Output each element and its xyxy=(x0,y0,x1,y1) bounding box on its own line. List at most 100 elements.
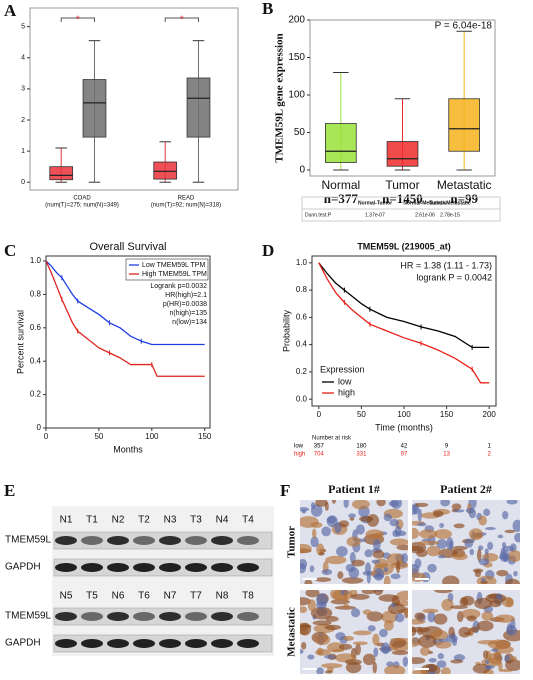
blot-band xyxy=(159,563,181,572)
y-tick-label: 0.2 xyxy=(30,390,42,399)
cell xyxy=(362,609,372,615)
tissue-texture xyxy=(412,590,520,674)
y-tick-label: 1 xyxy=(21,148,25,155)
x-tick-label: 150 xyxy=(440,410,454,419)
row-label: Tumor xyxy=(286,526,298,558)
cell xyxy=(474,597,492,610)
cell xyxy=(383,566,389,573)
risk-row-label: high xyxy=(294,452,305,458)
cell xyxy=(310,606,333,620)
lane-label: N1 xyxy=(60,515,73,526)
cell xyxy=(324,670,333,674)
cell xyxy=(504,529,516,534)
cell xyxy=(441,667,451,674)
blot-background xyxy=(52,506,274,656)
cell xyxy=(500,548,506,557)
plot-frame xyxy=(29,7,239,191)
cell xyxy=(389,519,400,527)
cell xyxy=(300,624,312,628)
cell xyxy=(392,529,399,537)
cell xyxy=(372,550,385,559)
table-header: Tumor-Metastatic xyxy=(429,200,471,206)
cell xyxy=(414,612,425,621)
cell xyxy=(391,650,408,656)
lane-label: T6 xyxy=(138,591,150,602)
table-cell: 2.78e-15 xyxy=(440,212,460,218)
cell xyxy=(396,530,407,537)
x-tick-label: Metastatic xyxy=(437,178,492,192)
cell xyxy=(417,540,440,546)
box xyxy=(186,77,211,138)
panel-letter: D xyxy=(262,241,274,260)
chart-title: TMEM59L (219005_at) xyxy=(357,241,450,251)
n-label: n=99 xyxy=(450,191,478,206)
cell xyxy=(342,635,354,641)
cell xyxy=(321,526,331,537)
blot-band xyxy=(237,639,259,648)
cell xyxy=(331,648,345,653)
cell xyxy=(450,659,464,664)
cell xyxy=(316,601,327,609)
n-label: n=377 xyxy=(324,191,359,206)
cell xyxy=(439,522,445,528)
legend-label: high xyxy=(338,387,355,397)
cell xyxy=(498,661,503,672)
cell xyxy=(373,573,384,579)
lane-label: T2 xyxy=(138,515,150,526)
x-axis-label: Time (months) xyxy=(375,422,433,432)
table-cell: 2.61e-06 xyxy=(415,212,435,218)
cell xyxy=(453,523,465,529)
cell xyxy=(474,569,482,578)
cell xyxy=(417,627,423,636)
cell xyxy=(395,560,401,574)
blot-band xyxy=(55,563,77,572)
cell xyxy=(412,618,426,625)
cell xyxy=(458,626,471,638)
cell xyxy=(453,654,466,662)
cell xyxy=(355,643,361,656)
cell xyxy=(470,626,479,633)
cell xyxy=(412,572,426,582)
blot-band xyxy=(185,639,207,648)
cell xyxy=(331,500,337,504)
cell xyxy=(451,503,462,511)
cell xyxy=(376,500,386,507)
blot-band xyxy=(55,612,77,621)
cell xyxy=(343,500,349,509)
panel-letter: A xyxy=(4,1,17,20)
x-tick-label: 200 xyxy=(483,410,497,419)
cell xyxy=(428,650,434,654)
cell xyxy=(353,630,372,636)
blot-band xyxy=(185,536,207,545)
band-label: GAPDH xyxy=(5,638,41,649)
survival-curve xyxy=(318,262,490,384)
cell xyxy=(412,504,418,515)
cell xyxy=(316,647,324,656)
y-axis-label: Probability xyxy=(281,309,291,352)
risk-value: 331 xyxy=(356,452,367,458)
cell xyxy=(300,516,319,528)
cell xyxy=(315,500,328,507)
significance: * xyxy=(76,15,80,26)
scale-bar xyxy=(303,668,317,670)
cell xyxy=(418,529,438,539)
row-label: Metastatic xyxy=(286,607,298,657)
cell xyxy=(466,615,477,622)
cell xyxy=(379,628,388,638)
blot-band xyxy=(107,639,129,648)
cell xyxy=(461,595,475,606)
ihc-image xyxy=(412,590,520,674)
plot-frame xyxy=(45,255,211,429)
cell xyxy=(337,571,344,580)
cell xyxy=(304,579,313,584)
cell xyxy=(468,528,483,541)
cell xyxy=(324,624,342,631)
cell xyxy=(378,594,399,602)
tissue-texture xyxy=(300,500,408,584)
risk-value: 97 xyxy=(401,452,408,458)
column-label: Patient 1# xyxy=(328,482,380,496)
y-tick-label: 0.2 xyxy=(296,367,308,376)
cell xyxy=(309,565,315,573)
cell xyxy=(350,593,370,600)
